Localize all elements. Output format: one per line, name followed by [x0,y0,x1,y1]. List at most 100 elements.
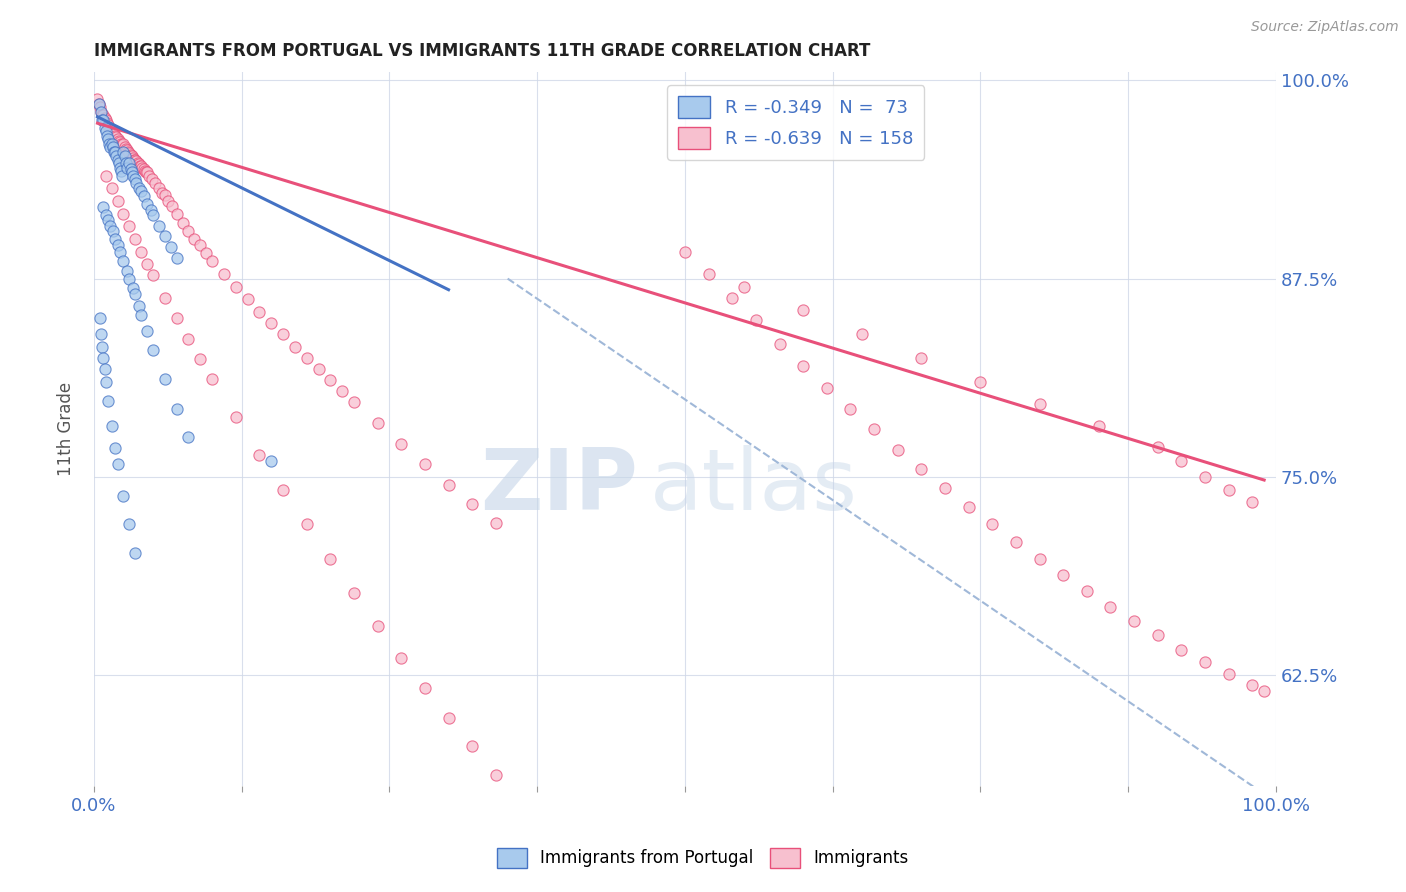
Point [673,244,696,259]
Point [104,145,127,159]
Point [101,224,124,238]
Point [87,97,110,112]
Point [108,135,131,149]
Point [121,149,143,163]
Point [103,128,125,142]
Point [319,373,342,387]
Point [118,146,141,161]
Point [124,153,146,167]
Point [104,442,127,456]
Point [1123,614,1146,628]
Text: atlas: atlas [650,445,858,528]
Point [886,442,908,457]
Point [108,161,131,175]
Point [367,619,389,633]
Point [115,161,138,175]
Point [125,177,148,191]
Point [721,291,744,305]
Point [145,177,167,191]
Text: Source: ZipAtlas.com: Source: ZipAtlas.com [1251,20,1399,34]
Point [107,457,129,471]
Point [107,194,129,208]
Point [98,136,121,151]
Point [153,187,176,202]
Point [129,244,152,259]
Point [122,151,145,165]
Point [97,132,120,146]
Point [112,206,135,220]
Point [93,200,115,214]
Point [91,113,114,128]
Point [792,359,814,373]
Point [152,186,174,200]
Point [120,148,142,162]
Point [437,477,460,491]
Point [1241,678,1264,692]
Point [115,263,138,277]
Point [90,105,112,120]
Point [112,489,135,503]
Point [166,206,188,220]
Point [94,208,117,222]
Point [815,381,838,395]
Point [1253,684,1275,698]
Point [112,136,135,151]
Point [93,112,115,126]
Point [153,228,176,243]
Point [90,327,112,342]
Point [122,169,145,183]
Point [271,483,294,497]
Point [124,171,146,186]
Point [461,497,484,511]
Point [142,268,165,283]
Point [87,97,110,112]
Point [1099,599,1122,614]
Point [115,156,138,170]
Point [745,313,768,327]
Point [1087,419,1109,434]
Point [132,189,155,203]
Point [284,340,307,354]
Point [136,197,159,211]
Point [103,145,125,159]
Point [172,216,194,230]
Point [107,132,129,146]
Point [1170,642,1192,657]
Point [129,185,152,199]
Point [107,134,129,148]
Point [100,181,122,195]
Point [97,118,120,132]
Point [114,149,136,163]
Point [343,585,366,599]
Point [90,105,112,120]
Point [768,336,790,351]
Point [1218,666,1240,681]
Point [733,279,755,293]
Point [100,219,122,234]
Point [124,287,146,301]
Point [94,113,117,128]
Point [93,120,115,135]
Point [128,299,150,313]
Point [249,448,271,462]
Point [114,140,136,154]
Point [183,232,205,246]
Point [111,138,134,153]
Text: IMMIGRANTS FROM PORTUGAL VS IMMIGRANTS 11TH GRADE CORRELATION CHART: IMMIGRANTS FROM PORTUGAL VS IMMIGRANTS 1… [94,42,870,60]
Point [142,208,165,222]
Point [118,156,141,170]
Point [555,846,578,860]
Point [249,305,271,319]
Point [138,169,160,183]
Point [851,327,873,342]
Legend: Immigrants from Portugal, Immigrants: Immigrants from Portugal, Immigrants [491,841,915,875]
Point [115,142,138,156]
Point [910,462,932,476]
Point [91,340,114,354]
Point [121,165,143,179]
Y-axis label: 11th Grade: 11th Grade [58,383,75,476]
Point [104,128,127,143]
Point [579,870,602,884]
Point [86,92,108,106]
Point [485,516,508,530]
